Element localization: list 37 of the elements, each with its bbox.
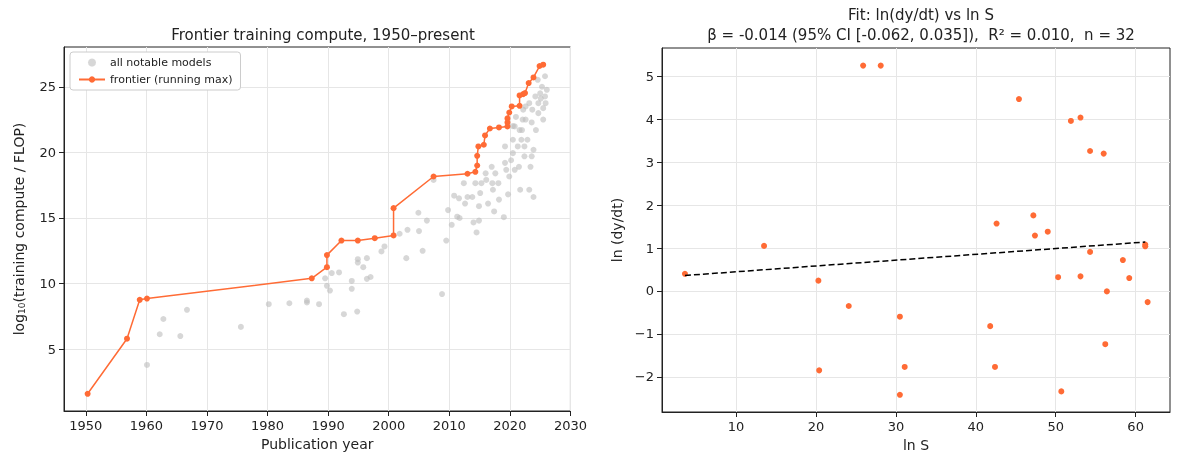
y-tick-label: 4: [645, 111, 654, 127]
x-tick-label: 50: [1047, 419, 1064, 434]
x-tick-label: 1970: [190, 418, 224, 433]
y-tick-label: 15: [39, 210, 56, 226]
x-tick-label: 1960: [129, 418, 163, 433]
x-axis-title: ln S: [902, 437, 930, 453]
y-axis-title: ln (dy/dt): [608, 197, 625, 263]
y-tick-label: 25: [39, 79, 56, 95]
chart-title: Fit: ln(dy/dt) vs ln S: [848, 5, 994, 24]
chart-subtitle: β = -0.014 (95% CI [-0.062, 0.035]), R² = 0.010, n = 32: [707, 25, 1135, 44]
y-tick-label: 20: [39, 144, 56, 160]
x-tick-label: 10: [727, 419, 745, 434]
y-tick-label: 5: [47, 341, 56, 357]
x-axis-title: Publication year: [260, 436, 374, 452]
x-tick-label: 2000: [372, 418, 406, 433]
x-tick-label: 30: [887, 419, 905, 434]
x-tick-label: 1980: [251, 418, 285, 433]
y-tick-label: 1: [645, 240, 654, 256]
y-tick-label: 2: [645, 197, 654, 213]
x-tick-label: 1950: [69, 418, 103, 433]
chart-title: Frontier training compute, 1950–present: [171, 25, 475, 44]
y-axis-title: log10(training compute / FLOP): [10, 122, 27, 336]
y-tick-label: −2: [634, 369, 654, 385]
x-tick-label: 60: [1127, 419, 1144, 434]
x-tick-label: 2030: [553, 418, 587, 433]
x-tick-label: 1990: [311, 418, 345, 433]
y-tick-label: 10: [39, 276, 56, 292]
y-tick-label: 3: [645, 154, 654, 170]
y-tick-label: 0: [645, 283, 654, 299]
legend-label: frontier (running max): [110, 73, 233, 86]
x-tick-label: 2010: [432, 418, 466, 433]
y-tick-label: 5: [645, 68, 654, 84]
legend-label: all notable models: [110, 56, 212, 69]
y-tick-label: −1: [634, 326, 654, 342]
x-tick-label: 40: [967, 419, 985, 434]
x-tick-label: 20: [807, 419, 825, 434]
x-tick-label: 2020: [493, 418, 527, 433]
